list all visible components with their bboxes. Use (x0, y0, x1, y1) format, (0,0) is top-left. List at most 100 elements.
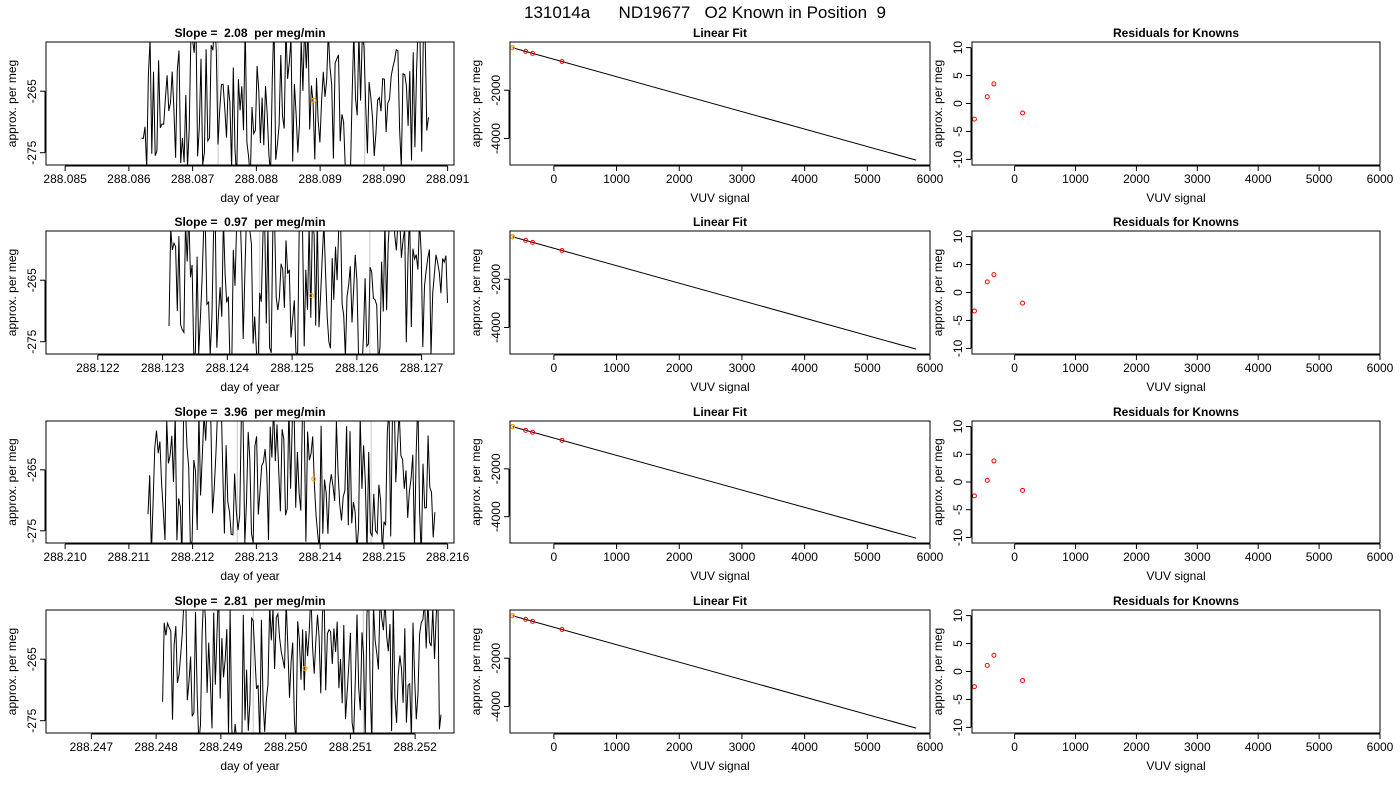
fit-line (512, 426, 917, 539)
panel-title: Residuals for Knowns (1113, 594, 1239, 608)
y-tick-label: -5 (951, 694, 965, 705)
y-tick-label: -10 (951, 718, 965, 736)
y-axis-label: approx. per meg (469, 438, 483, 525)
x-axis-label: VUV signal (1146, 380, 1205, 394)
x-tick-label: 288.086 (107, 172, 151, 186)
plot-frame (45, 609, 455, 734)
plot-frame (509, 609, 931, 734)
plot-area (510, 613, 917, 729)
x-tick-label: 1000 (1062, 172, 1089, 186)
y-axis-label: approx. per meg (931, 249, 945, 336)
plot-frame (45, 230, 455, 355)
mean-marker (311, 97, 317, 103)
x-tick-label: 1000 (603, 740, 630, 754)
x-tick-label: 288.123 (141, 361, 185, 375)
x-tick-label: 288.251 (329, 740, 373, 754)
y-tick-label: -4000 (489, 312, 503, 343)
y-tick-label: 0 (951, 478, 965, 485)
sample-point (510, 45, 516, 51)
sample-point (510, 613, 516, 619)
plot-frame (971, 609, 1381, 734)
plot-area (510, 234, 917, 350)
x-tick-label: 288.248 (134, 740, 178, 754)
panel-title: Residuals for Knowns (1113, 405, 1239, 419)
y-tick-label: -275 (25, 518, 39, 542)
y-axis: -2000 -4000 approx. per meg (469, 628, 510, 722)
mean-marker (309, 293, 315, 299)
x-tick-label: 2000 (666, 550, 693, 564)
y-axis: -265 -275 approx. per meg (5, 628, 46, 733)
x-tick-label: 288.210 (43, 550, 87, 564)
residual-point (991, 272, 997, 278)
residual-point (1020, 677, 1026, 683)
x-tick-label: 4000 (791, 361, 818, 375)
known-point (530, 618, 536, 624)
x-axis: 0 1000 2000 3000 4000 5000 6000 VUV signal (551, 354, 944, 394)
sample-point (510, 234, 516, 240)
x-axis-label: VUV signal (690, 380, 749, 394)
x-tick-label: 288.126 (335, 361, 379, 375)
known-point (559, 627, 565, 633)
x-tick-label: 288.211 (108, 550, 151, 564)
x-tick-label: 6000 (917, 550, 944, 564)
x-tick-label: 3000 (1184, 361, 1211, 375)
x-tick-label: 5000 (854, 172, 881, 186)
fit-line (512, 615, 917, 729)
plot-frame (509, 420, 931, 544)
y-axis-label: approx. per meg (469, 628, 483, 715)
x-tick-label: 288.252 (393, 740, 437, 754)
y-tick-label: 10 (951, 609, 965, 623)
plot-frame (45, 420, 455, 544)
x-tick-label: 288.212 (171, 550, 215, 564)
x-tick-label: 0 (551, 361, 558, 375)
x-tick-label: 288.213 (235, 550, 279, 564)
y-tick-label: -4000 (489, 123, 503, 154)
y-tick-label: -4000 (489, 501, 503, 532)
x-tick-label: 5000 (1306, 172, 1333, 186)
x-tick-label: 5000 (854, 550, 881, 564)
x-tick-label: 2000 (1123, 550, 1150, 564)
y-tick-label: 0 (951, 100, 965, 107)
x-tick-label: 288.088 (235, 172, 279, 186)
y-tick-label: -265 (25, 647, 39, 671)
plot-area (972, 458, 1026, 499)
x-axis: 0 1000 2000 3000 4000 5000 6000 VUV signal (551, 543, 944, 583)
x-tick-label: 3000 (1184, 172, 1211, 186)
plot-area (510, 45, 917, 161)
mean-marker (302, 665, 308, 671)
known-point (559, 437, 565, 443)
x-axis: 0 1000 2000 3000 4000 5000 6000 VUV signal (551, 733, 944, 773)
y-axis-label: approx. per meg (5, 628, 19, 715)
y-axis-label: approx. per meg (469, 60, 483, 147)
y-tick-label: 0 (951, 289, 965, 296)
y-tick-label: 5 (951, 261, 965, 268)
x-tick-label: 6000 (1367, 361, 1394, 375)
y-tick-label: 5 (951, 72, 965, 79)
x-tick-label: 288.089 (298, 172, 342, 186)
residual-point (984, 477, 990, 483)
known-point (559, 59, 565, 65)
x-axis: 288.085 288.086 288.087 288.088 288.089 288.0… (43, 165, 470, 205)
x-tick-label: 0 (1011, 740, 1018, 754)
panel-title: Residuals for Knowns (1113, 26, 1239, 40)
x-tick-label: 4000 (791, 550, 818, 564)
sample-point (510, 424, 516, 430)
panel-title: Slope = 2.81 per meg/min (174, 594, 325, 608)
y-tick-label: -10 (951, 339, 965, 357)
y-tick-label: -275 (25, 140, 39, 164)
x-tick-label: 1000 (1062, 361, 1089, 375)
x-axis-label: VUV signal (1146, 191, 1205, 205)
panel-2-2: Linear Fit 0 1000 2000 3000 4000 5000 6000 VUV s… (469, 215, 944, 394)
x-tick-label: 4000 (1245, 361, 1272, 375)
x-tick-label: 3000 (729, 361, 756, 375)
y-axis-label: approx. per meg (931, 438, 945, 525)
x-tick-label: 1000 (603, 361, 630, 375)
plot-frame (971, 41, 1381, 166)
plot-frame (509, 230, 931, 355)
x-tick-label: 4000 (791, 740, 818, 754)
residual-point (984, 662, 990, 668)
